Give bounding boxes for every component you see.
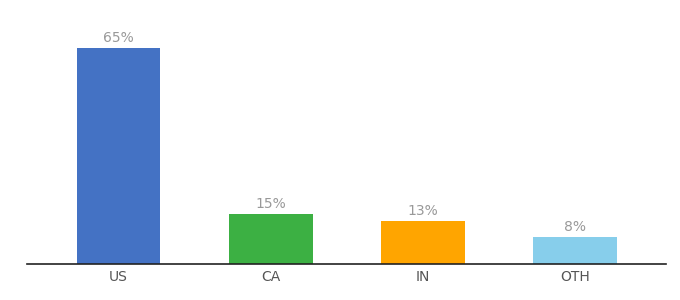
Text: 15%: 15% <box>255 197 286 211</box>
Bar <box>533 237 617 264</box>
Text: 8%: 8% <box>564 220 586 234</box>
Bar <box>229 214 313 264</box>
Text: 65%: 65% <box>103 31 134 45</box>
Text: 13%: 13% <box>407 203 439 218</box>
Bar <box>77 48 160 264</box>
Bar <box>381 221 464 264</box>
